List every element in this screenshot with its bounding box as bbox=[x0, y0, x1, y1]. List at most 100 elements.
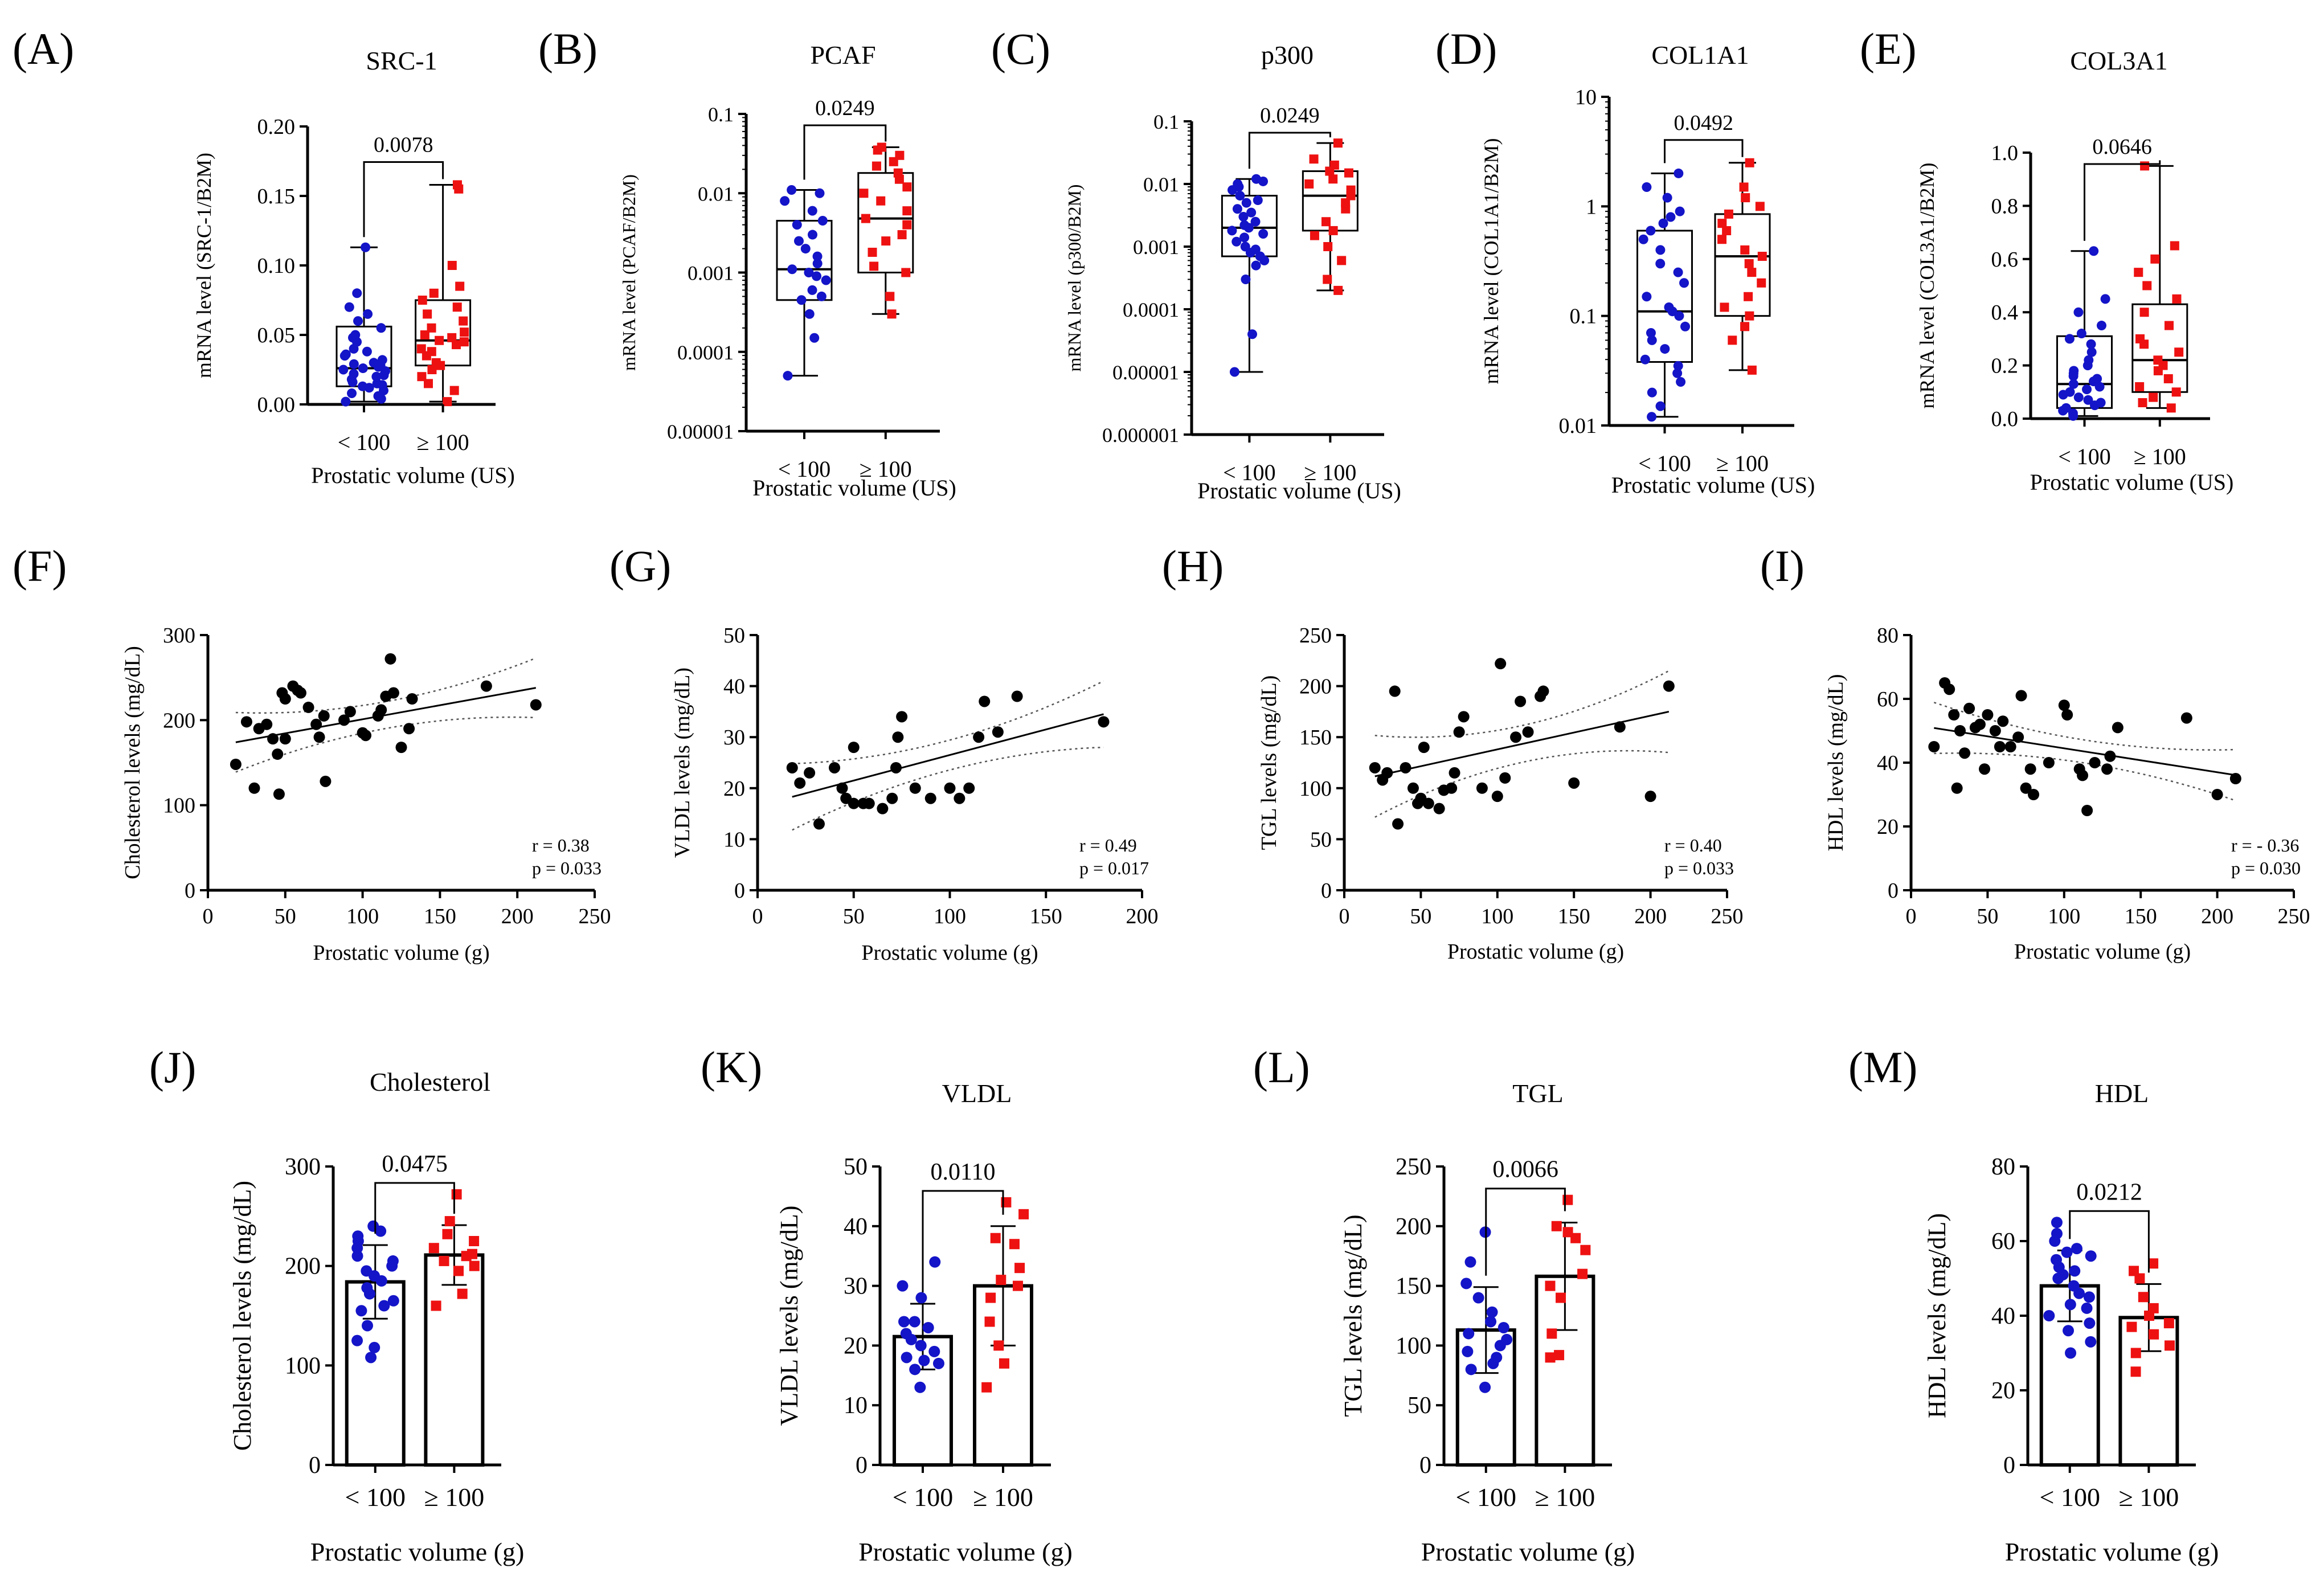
data-point bbox=[2170, 241, 2179, 251]
data-point bbox=[1755, 202, 1765, 211]
data-point bbox=[783, 371, 793, 381]
data-point bbox=[416, 344, 426, 354]
box-high bbox=[1302, 138, 1359, 295]
data-point bbox=[992, 726, 1004, 738]
data-point bbox=[378, 1300, 390, 1312]
y-axis-label: mRNA level (COL3A1/B2M) bbox=[1916, 163, 1938, 409]
data-point bbox=[900, 1328, 912, 1340]
bar-group-high bbox=[424, 1189, 485, 1467]
data-point bbox=[928, 1345, 940, 1357]
panel-label: (K) bbox=[701, 1042, 762, 1092]
data-point bbox=[1491, 791, 1503, 803]
data-point bbox=[355, 1305, 367, 1317]
data-point bbox=[1333, 285, 1343, 295]
data-point bbox=[1231, 236, 1242, 247]
y-tick-label: 0.0001 bbox=[1123, 298, 1179, 321]
x-tick-label: 50 bbox=[1410, 904, 1431, 928]
data-point bbox=[2172, 294, 2182, 304]
data-point bbox=[338, 714, 350, 726]
p-value: 0.0066 bbox=[1492, 1157, 1558, 1183]
bar bbox=[424, 1253, 485, 1467]
data-point bbox=[435, 335, 444, 345]
data-point bbox=[1310, 231, 1319, 240]
data-point bbox=[2020, 782, 2032, 794]
y-tick-label: 40 bbox=[844, 1214, 868, 1240]
data-point bbox=[1747, 268, 1757, 277]
x-axis-label: Prostatic volume (g) bbox=[1447, 940, 1624, 964]
data-point bbox=[1757, 252, 1767, 261]
r-value: r = 0.49 bbox=[1079, 835, 1137, 855]
data-point bbox=[2082, 384, 2092, 395]
data-point bbox=[1638, 234, 1648, 244]
data-point bbox=[1747, 365, 1757, 375]
box-iqr bbox=[2131, 303, 2188, 393]
data-point bbox=[1251, 174, 1261, 184]
data-point bbox=[1580, 1245, 1591, 1255]
data-point bbox=[1646, 328, 1656, 338]
data-point bbox=[417, 372, 427, 382]
x-tick-label: 100 bbox=[1481, 904, 1513, 928]
x-tick-label: 50 bbox=[275, 904, 296, 928]
data-point bbox=[1422, 797, 1434, 809]
data-point bbox=[1497, 1321, 1509, 1333]
data-point bbox=[792, 220, 802, 230]
data-point bbox=[902, 182, 912, 192]
data-point bbox=[932, 1357, 944, 1369]
significance-bracket bbox=[363, 161, 444, 238]
y-tick-label: 80 bbox=[1991, 1154, 2015, 1180]
data-point bbox=[352, 288, 362, 298]
data-point bbox=[812, 271, 822, 281]
y-tick-label: 40 bbox=[1991, 1303, 2015, 1329]
data-point bbox=[2065, 1347, 2077, 1359]
confidence-band-lower bbox=[235, 716, 536, 773]
data-point bbox=[406, 693, 418, 705]
data-point bbox=[469, 1260, 480, 1271]
data-point bbox=[2085, 1250, 2097, 1262]
data-point bbox=[2068, 408, 2078, 419]
data-point bbox=[1240, 241, 1250, 252]
data-point bbox=[341, 349, 351, 359]
y-tick-label: 0.01 bbox=[698, 182, 734, 205]
y-tick-label: 0.05 bbox=[257, 324, 296, 347]
p-value: p = 0.033 bbox=[532, 858, 602, 878]
data-point bbox=[369, 1341, 380, 1353]
data-point bbox=[363, 309, 373, 319]
data-point bbox=[452, 302, 462, 312]
x-tick-label: < 100 bbox=[1456, 1483, 1516, 1512]
data-point bbox=[918, 1354, 930, 1366]
y-tick-label: 50 bbox=[1408, 1393, 1431, 1419]
chart-title: COL3A1 bbox=[2070, 46, 2167, 75]
data-point bbox=[352, 1230, 364, 1242]
x-tick-label: 150 bbox=[2125, 904, 2157, 928]
data-point bbox=[1562, 1227, 1573, 1238]
bar-group-low bbox=[345, 1220, 406, 1467]
data-point bbox=[2051, 1227, 2063, 1239]
y-axis-label: TGL levels (mg/dL) bbox=[1257, 676, 1281, 850]
data-point bbox=[2171, 387, 2181, 397]
panel-h: (H) 0 50 100 150 200 250 0 50 100 150 200 250 TGL lev… bbox=[1162, 541, 1744, 964]
data-point bbox=[807, 230, 817, 240]
data-point bbox=[1680, 321, 1691, 331]
r-value: r = - 0.36 bbox=[2231, 835, 2299, 855]
data-point bbox=[2101, 763, 2113, 775]
data-point bbox=[2058, 699, 2070, 711]
data-point bbox=[1446, 782, 1458, 794]
data-point bbox=[1515, 695, 1527, 707]
data-point bbox=[1458, 711, 1470, 723]
data-point bbox=[2076, 329, 2086, 339]
data-point bbox=[273, 788, 285, 800]
box-low bbox=[776, 185, 833, 381]
y-tick-label: 20 bbox=[1991, 1378, 2015, 1404]
data-point bbox=[1655, 245, 1666, 255]
data-point bbox=[1570, 1233, 1581, 1243]
x-tick-label: ≥ 100 bbox=[1716, 451, 1769, 476]
data-point bbox=[447, 261, 457, 270]
data-point bbox=[420, 330, 429, 339]
data-point bbox=[901, 268, 911, 277]
y-tick-label: 200 bbox=[163, 709, 195, 732]
y-tick-label: 0.1 bbox=[1153, 110, 1179, 133]
data-point bbox=[1476, 782, 1488, 794]
data-point bbox=[2061, 1246, 2073, 1258]
y-tick-label: 1.0 bbox=[1991, 141, 2019, 165]
data-point bbox=[1655, 259, 1666, 269]
